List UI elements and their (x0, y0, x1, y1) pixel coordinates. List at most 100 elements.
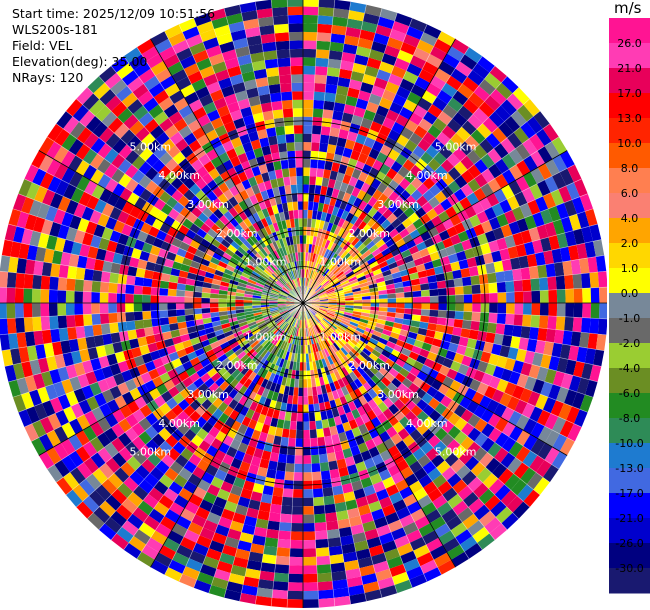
velocity-gate (224, 93, 238, 106)
velocity-gate (418, 69, 435, 83)
velocity-gate (248, 337, 257, 346)
velocity-gate (87, 512, 105, 530)
velocity-gate (460, 409, 474, 423)
velocity-gate (366, 275, 376, 283)
velocity-gate (559, 150, 575, 169)
velocity-gate (552, 433, 568, 452)
velocity-gate (523, 98, 540, 117)
velocity-gate (256, 335, 266, 343)
velocity-gate (485, 332, 496, 344)
velocity-gate (184, 290, 194, 298)
velocity-gate (499, 345, 511, 358)
velocity-gate (210, 476, 224, 489)
velocity-gate (253, 526, 268, 538)
velocity-gate (362, 359, 373, 369)
velocity-gate (476, 123, 492, 139)
velocity-gate (207, 414, 219, 427)
velocity-gate (473, 223, 485, 237)
velocity-gate (353, 252, 363, 261)
velocity-gate (371, 552, 387, 565)
velocity-gate (340, 210, 350, 220)
velocity-gate (461, 169, 475, 184)
velocity-gate (169, 461, 184, 475)
velocity-gate (337, 217, 346, 228)
velocity-gate (240, 230, 250, 240)
velocity-gate (253, 314, 263, 319)
velocity-gate (82, 291, 92, 303)
velocity-gate (565, 288, 575, 303)
velocity-gate (363, 330, 373, 338)
velocity-gate (276, 348, 283, 358)
velocity-gate (47, 464, 64, 483)
velocity-gate (564, 230, 577, 247)
velocity-gate (385, 109, 400, 122)
velocity-gate (362, 299, 371, 303)
velocity-gate (252, 303, 261, 306)
velocity-gate (304, 336, 308, 346)
velocity-gate (427, 488, 443, 502)
velocity-gate (289, 421, 297, 430)
colorbar-swatch (609, 343, 650, 369)
velocity-gate (444, 139, 459, 154)
velocity-gate (287, 201, 294, 211)
velocity-gate (362, 295, 371, 300)
velocity-gate (404, 473, 419, 487)
velocity-gate (269, 334, 277, 343)
velocity-gate (382, 269, 392, 277)
velocity-gate (281, 312, 290, 318)
velocity-gate (316, 264, 323, 273)
velocity-gate (155, 460, 170, 475)
velocity-gate (358, 278, 368, 285)
velocity-gate (287, 343, 292, 353)
velocity-gate (320, 126, 331, 136)
velocity-gate (322, 281, 331, 289)
velocity-gate (285, 360, 291, 370)
velocity-gate (382, 408, 394, 420)
velocity-gate (501, 259, 513, 272)
velocity-gate (545, 263, 556, 278)
velocity-gate (484, 363, 497, 376)
velocity-gate (530, 150, 546, 168)
velocity-gate (391, 377, 402, 388)
velocity-gate (234, 504, 249, 516)
velocity-gate (391, 471, 405, 485)
velocity-gate (271, 597, 288, 608)
velocity-gate (193, 579, 212, 594)
velocity-gate (69, 215, 82, 230)
velocity-gate (447, 493, 463, 509)
velocity-gate (400, 466, 414, 480)
velocity-gate (208, 213, 220, 224)
velocity-gate (15, 272, 25, 289)
velocity-gate (486, 192, 500, 207)
velocity-gate (507, 246, 519, 259)
velocity-gate (330, 321, 339, 328)
velocity-gate (477, 233, 489, 246)
velocity-gate (232, 82, 246, 94)
velocity-gate (350, 348, 360, 357)
ray-separator (208, 12, 304, 304)
velocity-gate (328, 50, 343, 61)
velocity-gate (229, 73, 244, 86)
velocity-gate (146, 53, 164, 69)
velocity-gate (111, 168, 125, 183)
range-ring-label: 4.00km (158, 417, 200, 430)
velocity-gate (161, 138, 175, 152)
velocity-gate (375, 239, 386, 249)
velocity-gate (259, 93, 272, 105)
velocity-gate (538, 277, 549, 291)
velocity-gate (179, 537, 197, 551)
velocity-gate (50, 328, 61, 343)
colorbar-swatch (609, 93, 650, 119)
velocity-gate (155, 365, 168, 377)
velocity-gate (420, 283, 430, 291)
velocity-gate (387, 445, 400, 458)
velocity-gate (126, 192, 140, 206)
velocity-gate (250, 456, 262, 467)
velocity-gate (196, 57, 212, 71)
velocity-gate (585, 379, 598, 398)
velocity-gate (408, 112, 423, 126)
velocity-gate (16, 211, 29, 229)
velocity-gate (24, 423, 39, 442)
velocity-gate (145, 180, 159, 194)
velocity-gate (90, 452, 106, 469)
